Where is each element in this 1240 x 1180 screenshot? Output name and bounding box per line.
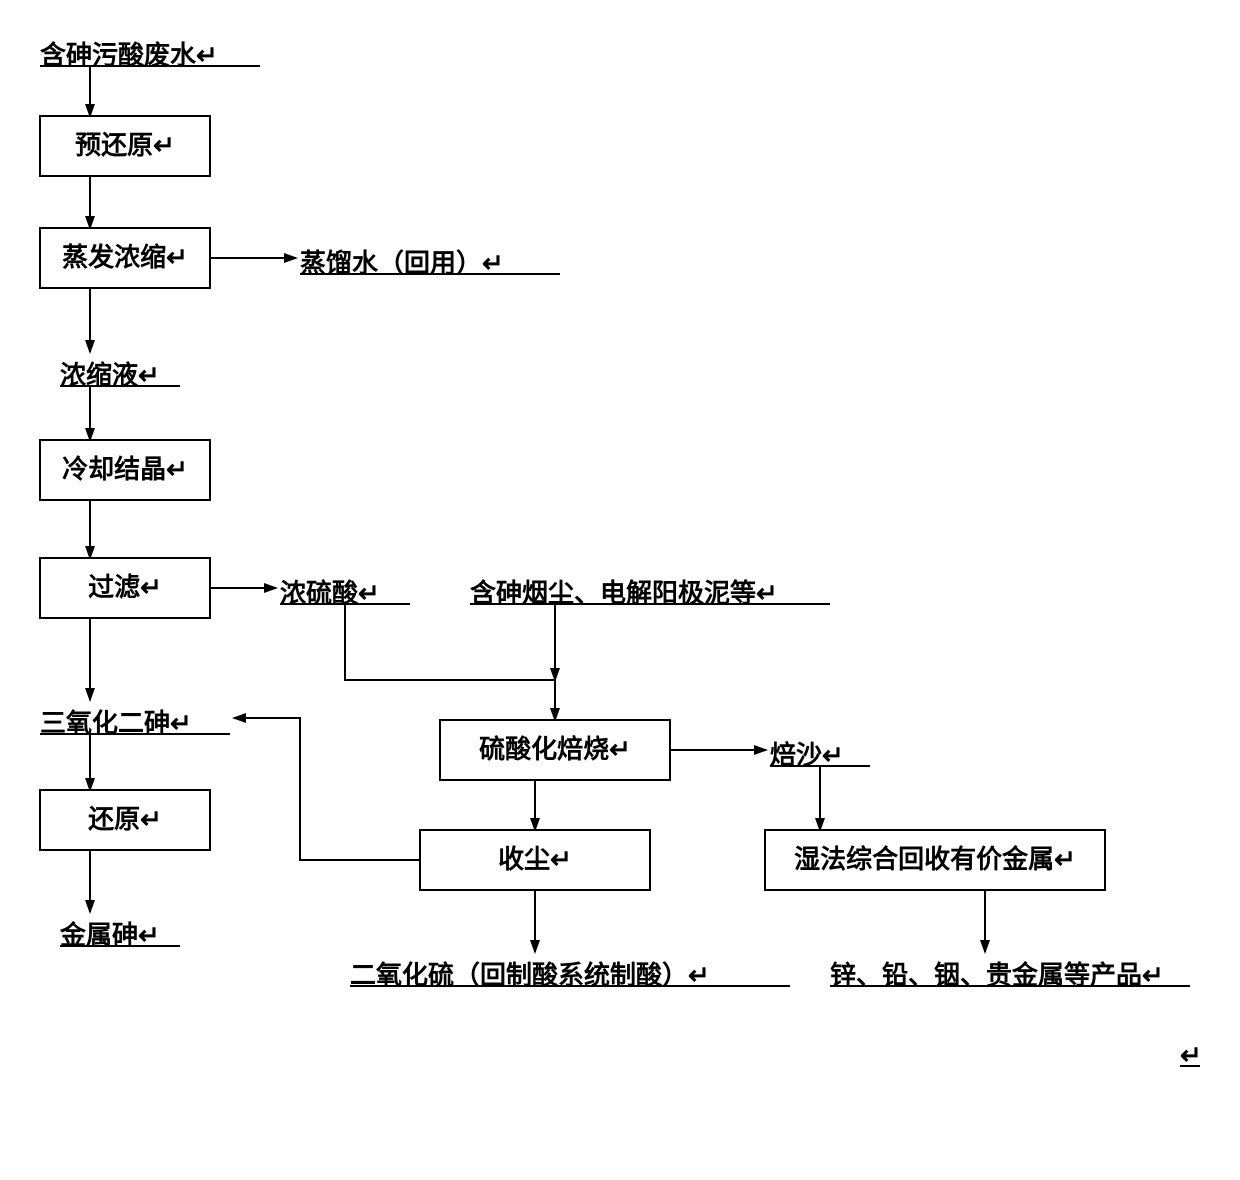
edge-n_collect-n_as2o3 [234,718,420,860]
label-n_pre: 预还原↵ [75,131,175,160]
label-n_evap: 蒸发浓缩↵ [62,242,188,272]
label-n_filter: 过滤↵ [88,573,162,602]
label-n_roast: 硫酸化焙烧↵ [479,734,631,764]
label-n_collect: 收尘↵ [498,845,572,874]
label-n_wet: 湿法综合回收有价金属↵ [794,844,1076,874]
label-n_reduce: 还原↵ [88,805,162,834]
edge-n_h2so4-n_roast [345,604,555,720]
label-n_cool: 冷却结晶↵ [62,454,188,484]
